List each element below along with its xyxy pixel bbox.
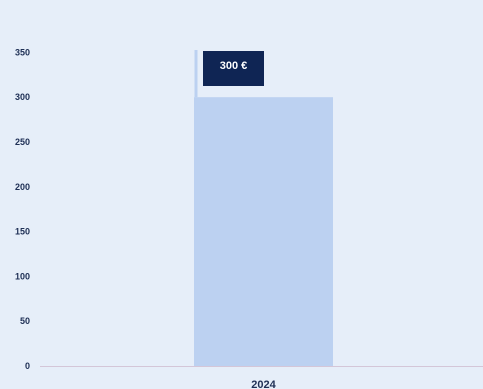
- x-category-label: 2024: [251, 379, 276, 389]
- bar-2024: [194, 97, 333, 366]
- y-tick-label: 350: [15, 47, 30, 57]
- y-tick-label: 200: [15, 182, 30, 192]
- y-tick-label: 150: [15, 227, 30, 237]
- y-tick-label: 250: [15, 137, 30, 147]
- data-label-box: [203, 51, 264, 86]
- y-tick-label: 300: [15, 92, 30, 102]
- y-tick-label: 50: [20, 316, 30, 326]
- bars: [194, 97, 333, 366]
- data-labels: 300 €: [194, 50, 264, 98]
- x-axis-categories: 2024: [251, 379, 276, 389]
- y-axis-ticks: 0 50 100 150 200 250 300 350: [15, 47, 30, 371]
- y-tick-label: 0: [25, 361, 30, 371]
- data-label: 300 €: [220, 60, 248, 72]
- y-tick-label: 100: [15, 271, 30, 281]
